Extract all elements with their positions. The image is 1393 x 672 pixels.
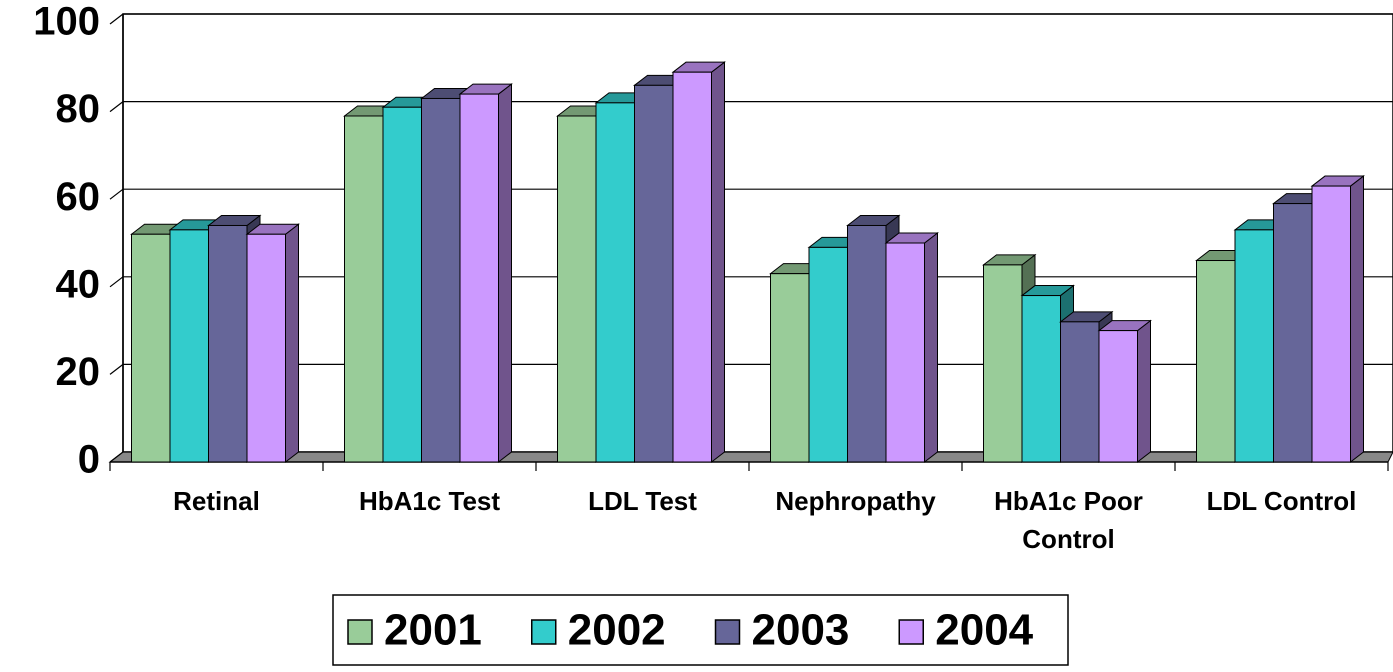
legend-label: 2003 — [752, 606, 850, 655]
legend-label: 2002 — [568, 606, 666, 655]
bar-front — [885, 242, 925, 463]
y-tick-label: 60 — [56, 175, 101, 219]
legend-swatch — [714, 619, 741, 645]
bar-front — [672, 71, 712, 463]
y-tick — [109, 101, 124, 113]
y-tick-label: 100 — [33, 0, 100, 44]
bar-front — [459, 93, 499, 463]
bar-front — [1098, 330, 1138, 463]
y-tick — [109, 451, 124, 463]
bar-front — [634, 84, 674, 463]
legend-swatch — [531, 619, 557, 645]
bar-front — [1311, 185, 1351, 463]
x-tick-label: LDL Control — [1206, 486, 1357, 516]
bar-front — [557, 115, 597, 463]
x-tick-label: Nephropathy — [775, 486, 936, 516]
bar-front — [1196, 260, 1236, 463]
x-tick-label: HbA1c Poor Control — [994, 486, 1143, 554]
bar-front — [421, 97, 461, 463]
y-tick — [109, 13, 124, 25]
bar-front — [246, 233, 286, 463]
bar-front — [131, 233, 171, 463]
bar-side — [1350, 175, 1364, 464]
bar-side — [498, 83, 512, 464]
bar-front — [344, 115, 384, 463]
bar-front — [770, 273, 810, 463]
back-wall — [122, 13, 1393, 453]
bar-side — [1137, 319, 1151, 464]
bar-front — [382, 106, 422, 463]
bar-front — [1234, 229, 1274, 463]
bar-front — [595, 102, 635, 463]
legend-swatch — [898, 619, 924, 645]
bar — [458, 83, 513, 464]
bar — [1310, 175, 1365, 464]
legend-box — [332, 594, 1069, 666]
bar-front — [208, 224, 248, 463]
bar — [884, 231, 939, 464]
y-tick-label: 40 — [56, 262, 101, 306]
bar-side — [924, 231, 938, 464]
y-tick-label: 80 — [56, 87, 101, 131]
legend-swatch — [347, 619, 373, 645]
bar-front — [1273, 203, 1313, 463]
y-tick-label: 20 — [56, 350, 101, 394]
legend-label: 2001 — [384, 606, 482, 655]
bar — [245, 223, 300, 464]
bar-side — [285, 223, 299, 464]
x-tick-label: LDL Test — [588, 486, 697, 516]
y-tick — [109, 188, 124, 200]
x-tick-label: Retinal — [173, 486, 260, 516]
x-tick-label: HbA1c Test — [358, 486, 501, 516]
y-tick — [109, 276, 124, 288]
bar-front — [847, 224, 887, 463]
y-tick — [109, 363, 124, 375]
bar-front — [1060, 321, 1100, 463]
bar-front — [808, 246, 848, 463]
y-tick-label: 0 — [78, 438, 100, 482]
bar-front — [169, 229, 209, 463]
bar-front — [983, 264, 1023, 463]
legend-label: 2004 — [935, 606, 1033, 655]
bar — [671, 61, 726, 464]
bar — [1097, 319, 1152, 464]
bar-side — [711, 61, 725, 464]
bar-front — [1021, 295, 1061, 463]
